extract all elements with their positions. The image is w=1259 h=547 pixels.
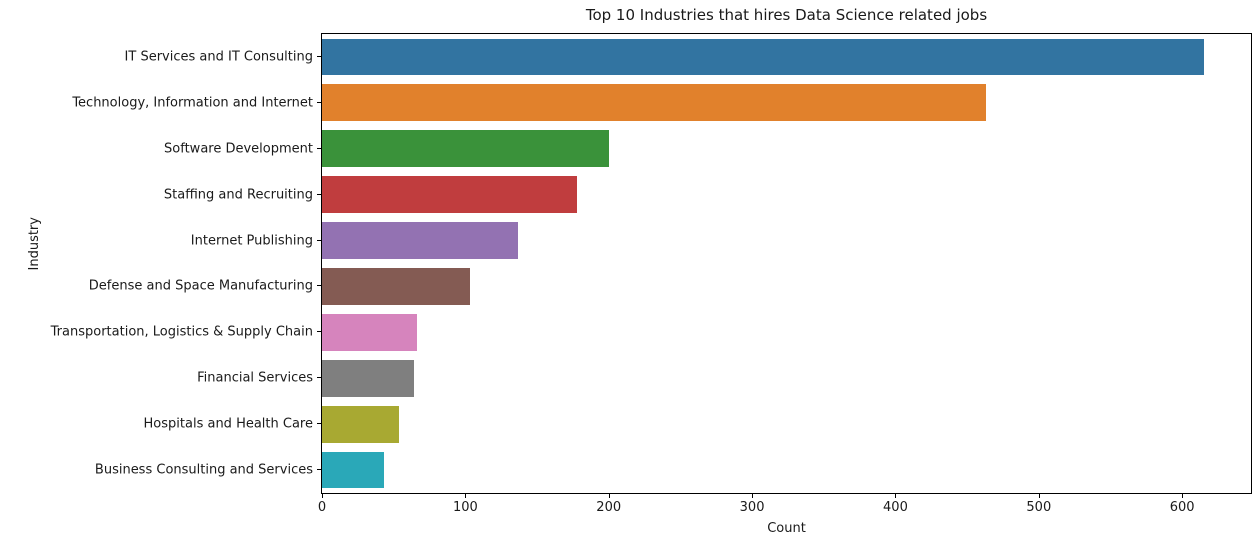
bar [322,451,384,489]
x-tick-label: 500 [1026,500,1052,515]
x-tick-label: 300 [739,500,765,515]
bar [322,222,519,259]
bar [322,38,1204,76]
x-tick-mark [608,494,610,498]
y-tick-mark [317,147,321,149]
y-tick-mark [317,285,321,287]
y-tick-mark [317,55,321,57]
x-tick-mark [1182,494,1184,498]
bar [322,359,414,397]
y-tick-mark [317,193,321,195]
y-tick-mark [317,377,321,379]
y-tick-labels: IT Services and IT Consulting Technology,… [0,33,313,494]
y-tick-label: Defense and Space Manufacturing [88,278,313,294]
y-tick-mark [317,101,321,103]
x-tick-label: 0 [317,500,327,515]
bar [322,268,470,305]
y-tick-label: Technology, Information and Internet [72,95,313,111]
x-tick-label: 400 [883,500,908,515]
y-tick-label: Transportation, Logistics & Supply Chain [50,324,313,340]
x-tick-mark [1038,494,1040,498]
x-tick-mark [322,494,323,498]
bar [322,130,609,168]
y-tick-label: Hospitals and Health Care [143,416,313,432]
x-tick-label: 600 [1169,500,1195,515]
y-tick-label: Business Consulting and Services [94,462,313,478]
x-tick-label: 100 [452,500,478,515]
bar [322,176,578,213]
bar [322,313,417,351]
y-tick-label: Financial Services [197,370,313,386]
x-axis-label: Count [767,521,806,536]
x-tick-mark [465,494,467,498]
bars-layer [322,34,1251,493]
x-tick-mark [752,494,754,498]
x-tick-mark [895,494,897,498]
chart-title: Top 10 Industries that hires Data Scienc… [585,6,988,24]
y-tick-mark [317,331,321,333]
y-tick-mark [317,423,321,425]
y-tick-label: IT Services and IT Consulting [124,49,313,65]
bar [322,405,400,443]
y-tick-label: Software Development [164,141,313,157]
y-tick-label: Staffing and Recruiting [163,187,313,203]
y-tick-mark [317,469,321,471]
plot-area [321,33,1252,494]
bar [322,84,986,122]
y-tick-label: Internet Publishing [190,233,313,249]
y-tick-mark [317,239,321,241]
x-tick-label: 200 [596,500,622,515]
